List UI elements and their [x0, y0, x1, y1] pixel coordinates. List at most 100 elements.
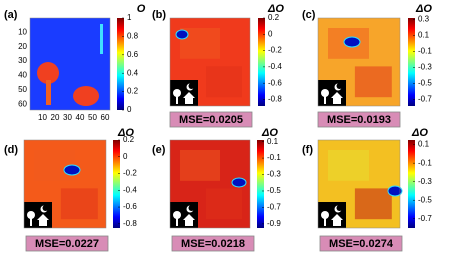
- colorbar: [257, 140, 264, 228]
- colorbar-title: ΔO: [261, 127, 278, 139]
- colorbar-tick-label: -0.7: [267, 203, 281, 212]
- icon-tree: [321, 89, 329, 97]
- y-tick-label: 10: [18, 27, 27, 36]
- y-tick-label: 40: [18, 71, 27, 80]
- colorbar-tick-label: 0.1: [418, 31, 430, 40]
- icon-house: [331, 214, 343, 226]
- colorbar-title: ΔO: [267, 3, 284, 15]
- icon-house: [183, 214, 195, 226]
- x-tick-label: 30: [63, 113, 72, 122]
- colorbar-tick-label: -0.2: [268, 46, 282, 55]
- x-tick-label: 60: [101, 113, 110, 122]
- icon-tree: [173, 89, 181, 97]
- icon-trunk: [176, 218, 178, 226]
- icon-moon-cut: [188, 83, 195, 89]
- heatmap-region: [328, 150, 369, 181]
- colorbar: [113, 140, 120, 228]
- heatmap-region: [354, 66, 392, 98]
- panel-label: (b): [152, 9, 166, 21]
- colorbar-tick-label: -0.6: [268, 78, 282, 87]
- colorbar-tick-label: 0.1: [418, 140, 430, 149]
- colorbar-tick-label: 0.1: [267, 137, 279, 146]
- heatmap-region: [206, 188, 242, 220]
- heatmap-region: [354, 188, 392, 220]
- colorbar-tick-label: -0.6: [123, 202, 137, 211]
- colorbar: [408, 140, 415, 228]
- heatmap-frame: [317, 17, 401, 107]
- heatmap-region: [60, 188, 98, 220]
- icon-trunk: [324, 96, 326, 104]
- mse-box: [25, 235, 109, 252]
- colorbar-tick-label: 0.8: [127, 32, 139, 41]
- colorbar: [408, 18, 415, 106]
- heatmap-region: [100, 24, 103, 54]
- heatmap-frame: [317, 139, 401, 229]
- colorbar-tick-label: -0.4: [123, 185, 137, 194]
- colorbar-tick-label: -0.8: [123, 219, 137, 228]
- icon-house: [37, 214, 49, 226]
- mse-box: [317, 111, 401, 128]
- colorbar-tick-label: -0.3: [418, 177, 432, 186]
- mse-label: MSE=0.0205: [179, 114, 243, 126]
- x-tick-label: 20: [51, 113, 60, 122]
- icon-moon-cut: [42, 205, 49, 211]
- icon-moon-cut: [336, 205, 343, 211]
- colorbar-tick-label: -0.3: [267, 170, 281, 179]
- colorbar-tick-label: 0: [127, 105, 132, 114]
- panel-label: (d): [4, 144, 18, 156]
- icon-tree: [321, 211, 329, 219]
- colorbar-tick-label: 0.2: [268, 13, 280, 22]
- colorbar-tick-label: -0.7: [418, 214, 432, 223]
- heatmap-frame: [169, 17, 251, 107]
- x-tick-label: 40: [76, 113, 85, 122]
- colorbar-tick-label: -0.9: [267, 219, 281, 228]
- colorbar-tick-label: -0.4: [268, 62, 282, 71]
- colorbar-tick-label: 0.2: [123, 135, 135, 144]
- y-tick-label: 20: [18, 42, 27, 51]
- icon-tree: [173, 211, 181, 219]
- x-tick-label: 10: [38, 113, 47, 122]
- colorbar-tick-label: -0.5: [418, 195, 432, 204]
- y-tick-label: 60: [18, 99, 27, 108]
- heatmap-region: [73, 86, 99, 106]
- colorbar-tick-label: 0.4: [127, 68, 139, 77]
- icon-house: [331, 92, 343, 104]
- colorbar-tick-label: -0.1: [418, 158, 432, 167]
- heatmap-spot: [387, 185, 403, 197]
- colorbar: [117, 18, 124, 110]
- mse-box: [169, 111, 253, 128]
- icon-trunk: [176, 96, 178, 104]
- colorbar-tick-label: -0.5: [418, 79, 432, 88]
- mse-label: MSE=0.0227: [35, 238, 99, 250]
- mse-label: MSE=0.0193: [327, 114, 391, 126]
- icon-tree: [27, 211, 35, 219]
- colorbar-tick-label: -0.1: [267, 153, 281, 162]
- icon-moon-cut: [336, 83, 343, 89]
- heatmap-spot: [63, 164, 81, 176]
- y-tick-label: 30: [18, 56, 27, 65]
- colorbar-tick-label: 0.6: [127, 50, 139, 59]
- colorbar-title: ΔO: [415, 3, 432, 15]
- icon-trunk: [30, 218, 32, 226]
- colorbar-tick-label: -0.5: [267, 186, 281, 195]
- colorbar-tick-label: 0.3: [418, 15, 430, 24]
- colorbar-tick-label: 1: [127, 13, 132, 22]
- mse-box: [319, 235, 403, 252]
- x-tick-label: 50: [88, 113, 97, 122]
- mse-label: MSE=0.0218: [181, 238, 245, 250]
- colorbar-tick-label: -0.2: [123, 169, 137, 178]
- heatmap-spot: [175, 29, 189, 40]
- colorbar-title: ΔO: [117, 127, 134, 139]
- heatmap-frame: [29, 17, 111, 111]
- panel-label: (a): [4, 9, 18, 21]
- colorbar-title: ΔO: [411, 127, 428, 139]
- heatmap-spot: [343, 36, 361, 48]
- colorbar-title: O: [137, 3, 146, 15]
- colorbar-tick-label: -0.3: [418, 63, 432, 72]
- heatmap-region: [180, 150, 220, 181]
- heatmap-frame: [23, 139, 107, 229]
- icon-trunk: [324, 218, 326, 226]
- colorbar-tick-label: 0: [123, 152, 128, 161]
- mse-label: MSE=0.0274: [329, 238, 394, 250]
